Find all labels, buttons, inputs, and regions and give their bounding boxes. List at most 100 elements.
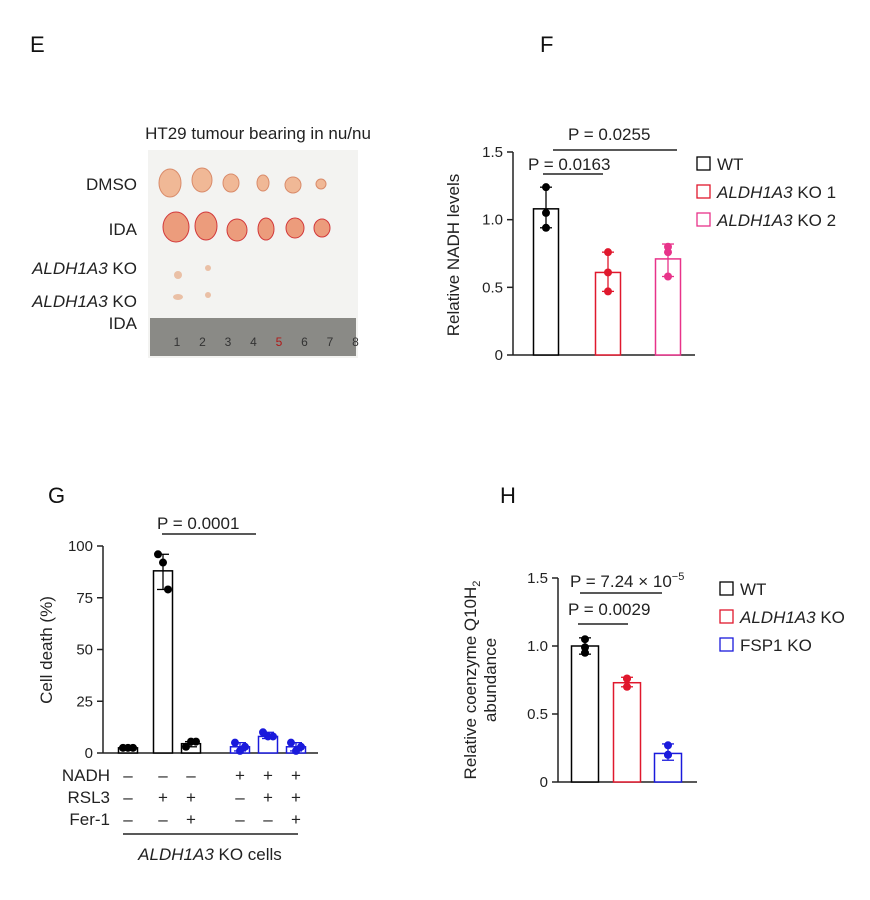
tumour [226, 218, 248, 242]
gene-name: ALDH1A3 [739, 608, 816, 627]
label-text: IDA [109, 314, 138, 333]
condition-value: + [291, 766, 301, 785]
label-text: KO 1 [793, 183, 836, 202]
y-axis-label-subscript: 2 [471, 581, 483, 587]
legend-swatch [719, 581, 734, 596]
gene-name: ALDH1A3 [716, 183, 793, 202]
data-point [604, 248, 612, 257]
data-point [542, 208, 550, 217]
tumour-specimens [158, 167, 331, 300]
data-point [604, 268, 612, 277]
tumour [257, 217, 275, 241]
label-text: WT [740, 580, 766, 599]
tumour [174, 271, 182, 279]
legend-swatch [696, 212, 711, 227]
data-point [664, 248, 672, 257]
data-point [154, 550, 162, 559]
bar [532, 208, 560, 356]
gene-name: ALDH1A3 [716, 211, 793, 230]
label-text: IDA [109, 220, 138, 239]
data-point [664, 741, 672, 750]
data-point [542, 223, 550, 232]
tumour [284, 176, 302, 194]
data-point [623, 674, 631, 683]
p-value-exponent: −5 [672, 571, 685, 583]
condition-value: – [123, 766, 133, 785]
bar [612, 681, 642, 783]
data-point [581, 648, 589, 657]
photo-row-label: IDA [109, 220, 138, 239]
y-tick-label: 0 [85, 745, 93, 762]
data-point [192, 737, 200, 746]
data-point [581, 635, 589, 644]
p-value-label: P = 0.0255 [568, 125, 650, 144]
tumour [205, 292, 211, 298]
tumour [162, 211, 190, 243]
y-tick-label: 1.5 [527, 570, 548, 587]
data-point [664, 750, 672, 759]
tumour [285, 217, 305, 239]
tumour [205, 265, 211, 271]
photo-title: HT29 tumour bearing in nu/nu [145, 124, 371, 143]
data-point [159, 558, 167, 567]
data-point [182, 742, 190, 751]
gene-name: ALDH1A3 [137, 845, 214, 864]
y-tick-label: 0.5 [482, 279, 503, 296]
legend-label: WT [717, 155, 743, 174]
data-point [164, 585, 172, 594]
data-point [269, 732, 277, 741]
y-axis-label: Relative NADH levels [444, 174, 463, 337]
legend-swatch [719, 637, 734, 652]
tumour [191, 167, 213, 193]
condition-value: + [291, 810, 301, 829]
ruler-number: 2 [199, 335, 206, 349]
condition-value: – [158, 766, 168, 785]
y-tick-label: 25 [76, 693, 93, 710]
gene-name: ALDH1A3 [31, 259, 108, 278]
tumour [158, 168, 182, 198]
legend-swatch [696, 184, 711, 199]
y-tick-label: 1.0 [527, 638, 548, 655]
panel-label-f: F [540, 32, 553, 57]
ruler-number: 6 [301, 335, 308, 349]
label-text: KO cells [214, 845, 282, 864]
group-label: ALDH1A3 KO cells [137, 845, 282, 864]
tumour-photo-panel: HT29 tumour bearing in nu/nu 1 2 3 4 5 6 7 8 DM… [31, 124, 371, 358]
condition-value: + [158, 788, 168, 807]
legend-label: ALDH1A3 KO 1 [716, 183, 836, 202]
condition-value: – [123, 788, 133, 807]
label-text: KO [108, 292, 137, 311]
ruler-number: 5 [276, 335, 283, 349]
data-point [287, 738, 295, 747]
p-value-label: P = 7.24 × 10−5 [570, 571, 684, 591]
ruler-number: 1 [174, 335, 181, 349]
p-value-label: P = 0.0001 [157, 514, 239, 533]
ruler-number: 8 [352, 335, 359, 349]
data-point [297, 742, 305, 751]
bar [654, 258, 682, 356]
panel-label-g: G [48, 483, 65, 508]
data-point [231, 738, 239, 747]
condition-name: NADH [62, 766, 110, 785]
y-axis-label-text: Relative coenzyme Q10H [461, 587, 480, 780]
y-tick-label: 0.5 [527, 706, 548, 723]
condition-value: + [291, 788, 301, 807]
condition-value: – [263, 810, 273, 829]
condition-value: – [235, 810, 245, 829]
tumour [315, 178, 327, 190]
photo-row-label: ALDH1A3 KO [31, 292, 137, 311]
condition-value: – [158, 810, 168, 829]
condition-value: + [263, 766, 273, 785]
gene-name: ALDH1A3 [31, 292, 108, 311]
panel-label-h: H [500, 483, 516, 508]
y-axis-label-line2: abundance [481, 638, 500, 722]
data-point [241, 742, 249, 751]
data-point [664, 272, 672, 281]
y-tick-label: 0 [495, 347, 503, 364]
y-tick-label: 50 [76, 642, 93, 659]
label-text: KO [108, 259, 137, 278]
tumour [256, 174, 270, 192]
tumour [173, 294, 183, 300]
data-point [542, 183, 550, 192]
